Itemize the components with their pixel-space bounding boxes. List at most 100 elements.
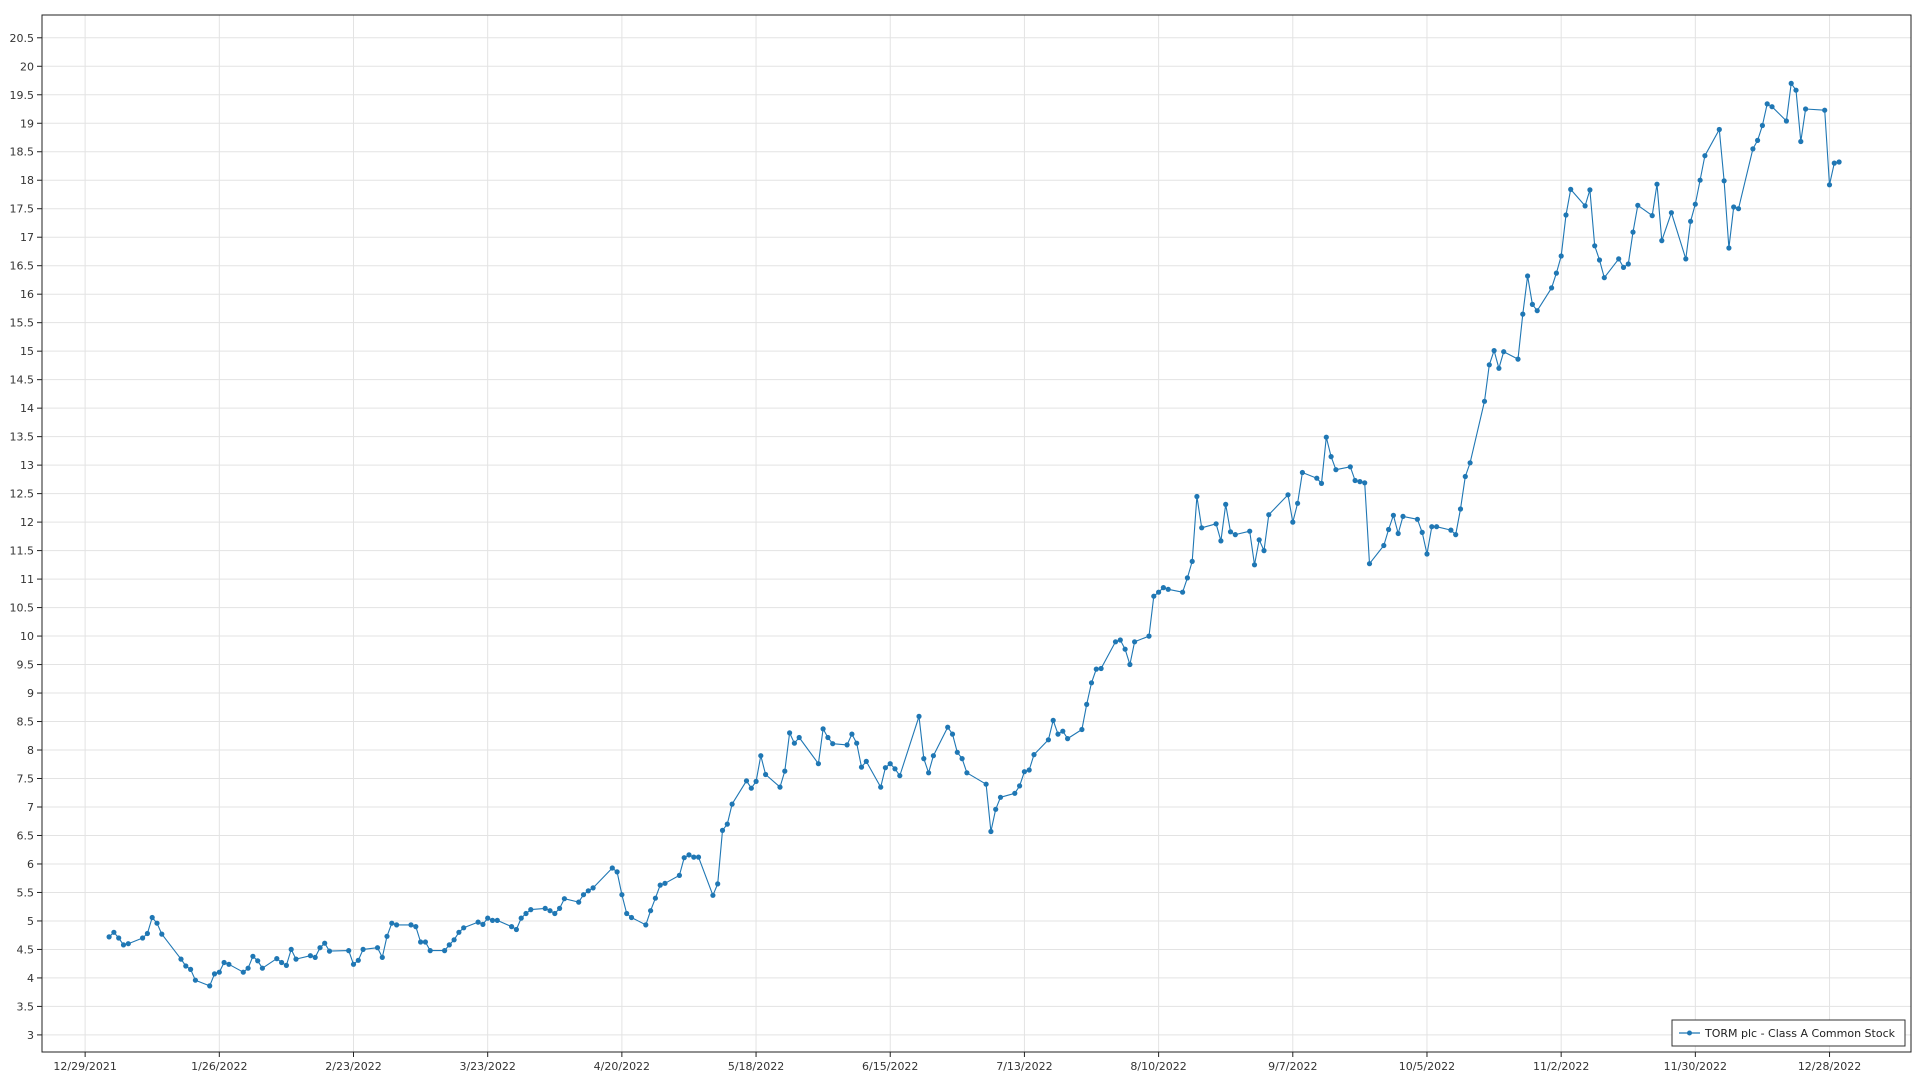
data-point xyxy=(326,948,333,954)
data-point xyxy=(144,930,150,937)
data-point xyxy=(283,962,289,969)
data-point xyxy=(1649,213,1655,219)
data-point xyxy=(1199,525,1205,531)
data-point xyxy=(216,969,222,975)
x-tick-label: 7/13/2022 xyxy=(996,1060,1052,1073)
y-tick-label: 12.5 xyxy=(10,488,35,501)
data-point xyxy=(1031,752,1037,758)
data-point xyxy=(1826,182,1833,188)
data-point xyxy=(1362,480,1368,486)
data-point xyxy=(1582,203,1588,209)
data-point xyxy=(408,922,414,928)
y-tick-label: 10.5 xyxy=(10,602,35,615)
data-point xyxy=(858,764,865,770)
data-point xyxy=(111,929,117,935)
data-point xyxy=(1189,558,1195,565)
data-point xyxy=(993,806,999,812)
data-point xyxy=(1180,589,1186,595)
y-tick-label: 5.5 xyxy=(17,886,35,899)
data-point xyxy=(1045,737,1051,743)
y-tick-label: 7.5 xyxy=(17,773,35,786)
data-point xyxy=(863,758,869,765)
y-tick-label: 18.5 xyxy=(10,146,35,159)
data-point xyxy=(1151,593,1157,599)
data-point xyxy=(485,915,491,921)
data-point xyxy=(312,954,318,961)
y-tick-label: 3.5 xyxy=(17,1000,35,1013)
legend: TORM plc - Class A Common Stock xyxy=(1671,1019,1906,1047)
data-point xyxy=(288,946,294,953)
data-point xyxy=(394,922,400,928)
data-point xyxy=(763,771,769,778)
data-point xyxy=(1534,308,1540,314)
data-point xyxy=(997,794,1004,800)
data-point xyxy=(1328,454,1334,460)
data-point xyxy=(614,869,620,875)
y-tick-label: 11 xyxy=(20,573,34,586)
data-point xyxy=(628,914,635,921)
data-point xyxy=(125,941,131,947)
data-point xyxy=(542,905,548,912)
data-point xyxy=(211,971,218,977)
data-point xyxy=(1726,245,1732,251)
y-tick-label: 20.5 xyxy=(10,32,35,45)
data-point xyxy=(552,910,558,917)
x-tick-label: 9/7/2022 xyxy=(1268,1060,1317,1073)
data-point xyxy=(892,766,898,772)
data-point xyxy=(1386,526,1392,533)
data-point xyxy=(820,726,826,732)
data-point xyxy=(475,919,481,925)
data-point xyxy=(1218,538,1224,544)
data-point xyxy=(480,921,486,928)
data-point xyxy=(374,945,381,951)
data-point xyxy=(748,785,754,791)
y-tick-label: 8 xyxy=(27,744,34,757)
data-point xyxy=(580,892,587,898)
x-tick-label: 11/2/2022 xyxy=(1533,1060,1589,1073)
y-tick-label: 20 xyxy=(20,60,34,73)
data-point xyxy=(461,925,467,931)
data-point xyxy=(379,954,385,961)
data-point xyxy=(322,940,328,946)
grid-layer xyxy=(42,15,1911,1052)
data-point xyxy=(1750,146,1756,152)
data-point xyxy=(753,778,759,785)
data-point xyxy=(1462,473,1468,480)
y-tick-label: 14 xyxy=(20,402,34,415)
data-point xyxy=(384,933,390,939)
data-point xyxy=(1481,398,1488,404)
data-point xyxy=(317,945,323,951)
data-point xyxy=(250,953,256,959)
data-point xyxy=(188,966,194,973)
data-point xyxy=(662,880,668,886)
data-point xyxy=(427,948,433,954)
data-point xyxy=(207,983,213,989)
data-point xyxy=(576,899,582,905)
data-point xyxy=(1347,464,1353,470)
data-point xyxy=(1520,311,1526,317)
y-tick-label: 17 xyxy=(20,231,34,244)
x-tick-label: 10/5/2022 xyxy=(1399,1060,1455,1073)
data-point xyxy=(719,827,726,834)
data-point xyxy=(1491,348,1497,354)
data-point xyxy=(1702,153,1708,159)
data-point xyxy=(1563,212,1569,218)
data-point xyxy=(221,959,227,966)
y-tick-label: 6 xyxy=(27,858,34,871)
data-point xyxy=(1630,229,1636,235)
data-point xyxy=(1759,122,1765,129)
y-tick-label: 15 xyxy=(20,345,34,358)
data-point xyxy=(293,956,299,962)
data-point xyxy=(413,924,419,930)
data-point xyxy=(887,761,893,767)
y-tick-label: 13.5 xyxy=(10,431,35,444)
legend-series-marker-swatch xyxy=(1687,1030,1692,1036)
data-point xyxy=(1529,301,1535,307)
y-tick-label: 8.5 xyxy=(17,716,35,729)
data-point xyxy=(1295,500,1301,506)
data-point xyxy=(456,929,462,935)
data-point xyxy=(1261,548,1267,554)
data-point xyxy=(446,942,452,948)
data-point xyxy=(1783,118,1789,124)
